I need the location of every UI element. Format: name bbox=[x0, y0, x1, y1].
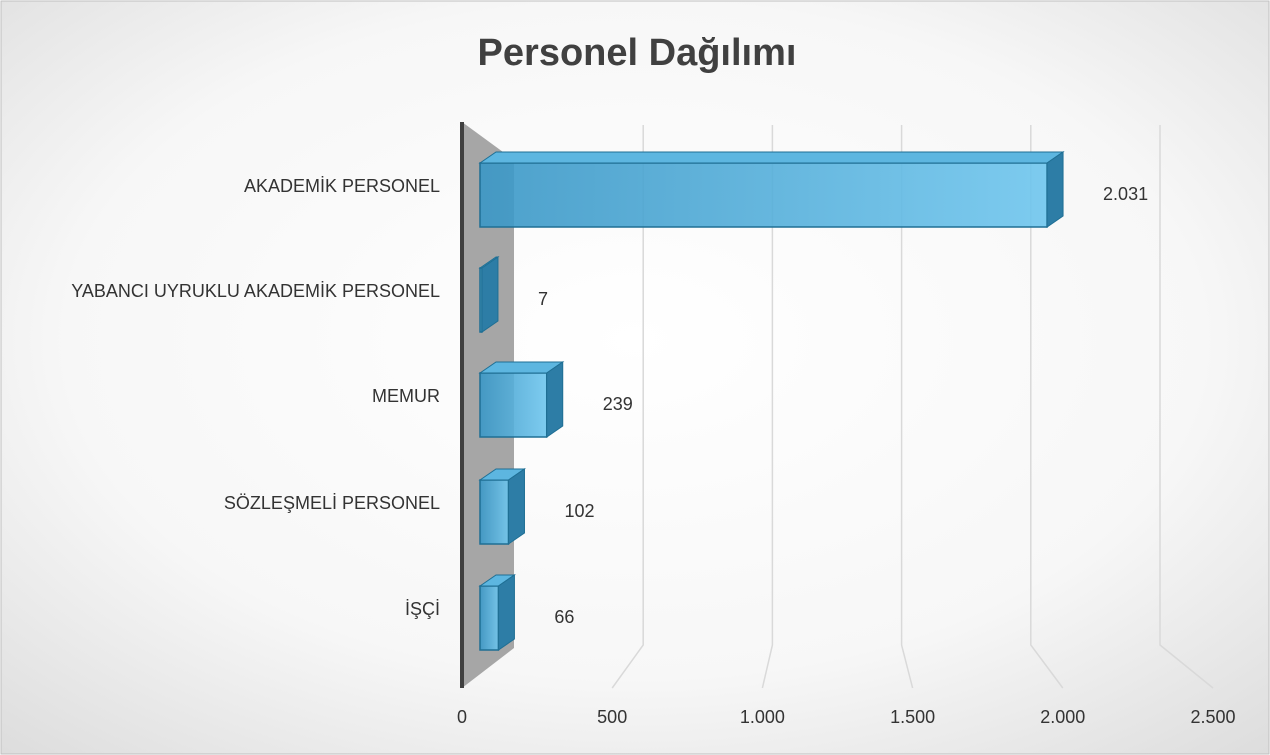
category-label: SÖZLEŞMELİ PERSONEL bbox=[224, 493, 440, 513]
category-label: AKADEMİK PERSONEL bbox=[244, 176, 440, 196]
grid-line bbox=[900, 125, 914, 689]
bar-side bbox=[481, 256, 499, 333]
value-label: 7 bbox=[538, 289, 548, 309]
grid-line bbox=[1030, 125, 1064, 689]
category-label: YABANCI UYRUKLU AKADEMİK PERSONEL bbox=[71, 281, 440, 301]
value-label: 102 bbox=[564, 501, 594, 521]
bar-side bbox=[507, 468, 525, 545]
category-label: MEMUR bbox=[372, 386, 440, 406]
category-label: İŞÇİ bbox=[405, 599, 440, 619]
value-label: 239 bbox=[603, 394, 633, 414]
value-label: 2.031 bbox=[1103, 184, 1148, 204]
bar-side bbox=[497, 574, 515, 651]
x-tick-label: 2.000 bbox=[1040, 707, 1085, 727]
value-label: 66 bbox=[554, 607, 574, 627]
x-tick-label: 2.500 bbox=[1190, 707, 1235, 727]
x-tick-label: 0 bbox=[457, 707, 467, 727]
bar bbox=[479, 585, 500, 651]
x-tick-label: 1.500 bbox=[890, 707, 935, 727]
bar bbox=[479, 372, 548, 438]
bar-top bbox=[478, 151, 1065, 164]
grid-line bbox=[761, 125, 774, 689]
grid-line bbox=[611, 125, 644, 689]
x-tick-label: 500 bbox=[597, 707, 627, 727]
bar-side bbox=[546, 361, 564, 438]
chart-title: Personel Dağılımı bbox=[478, 32, 797, 74]
x-tick-label: 1.000 bbox=[740, 707, 785, 727]
bar bbox=[479, 479, 510, 545]
bar-side bbox=[1046, 151, 1064, 228]
grid-line bbox=[1159, 125, 1214, 689]
bar bbox=[479, 162, 1048, 228]
